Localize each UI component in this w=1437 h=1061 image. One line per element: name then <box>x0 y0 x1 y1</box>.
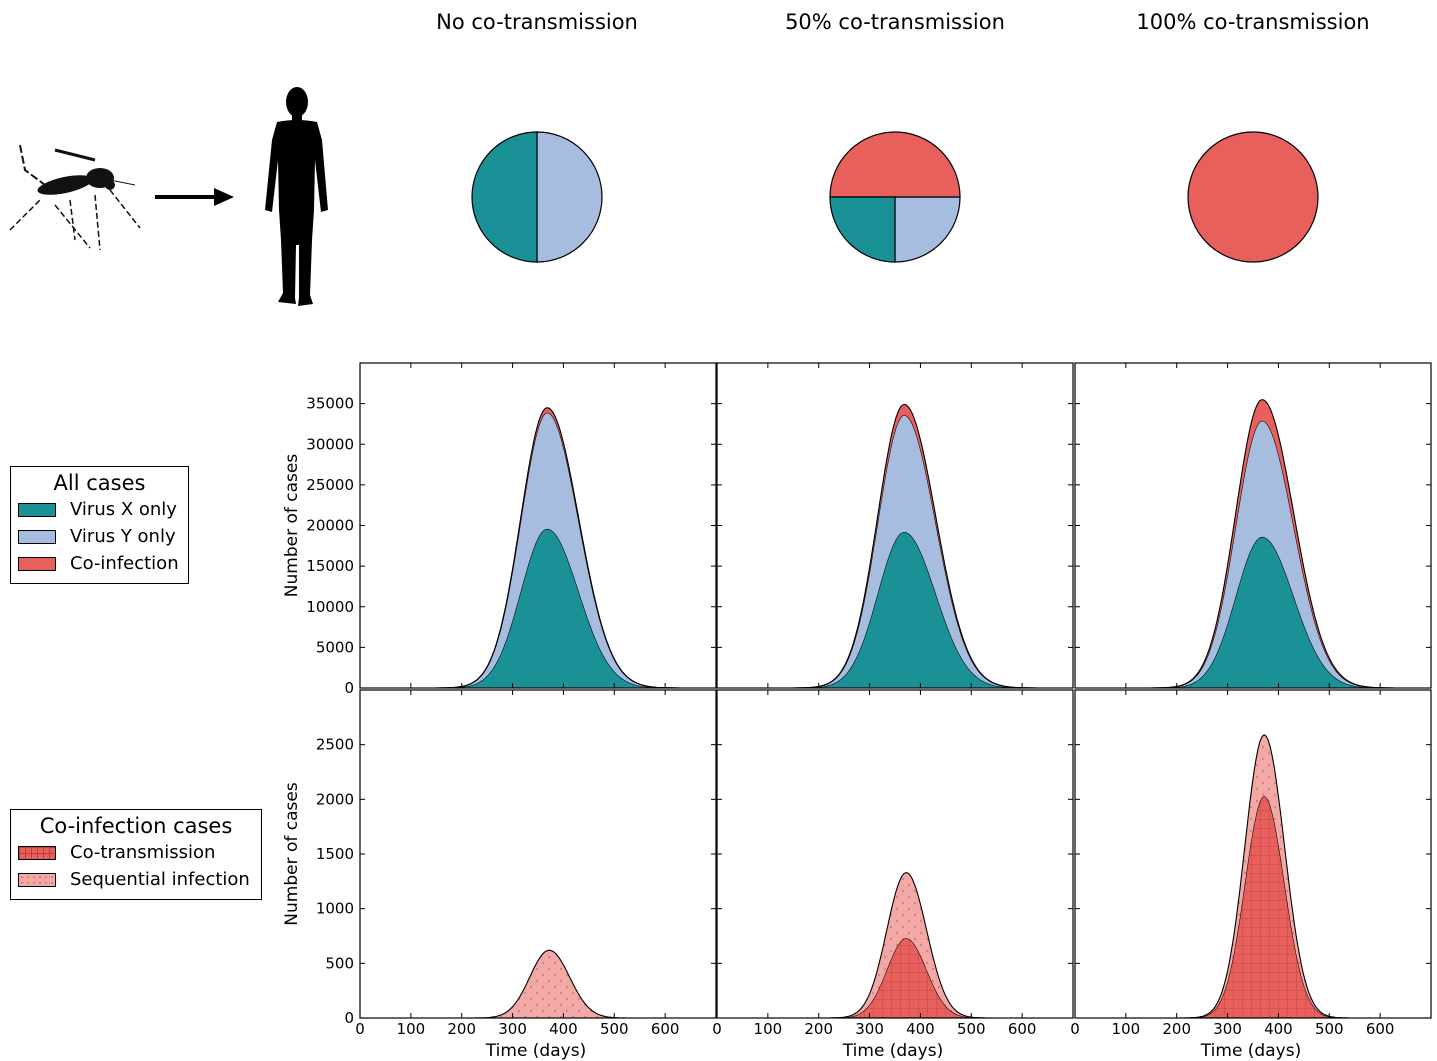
x-tick-label: 400 <box>549 1020 578 1038</box>
y-tick-label: 0 <box>344 679 354 697</box>
pies <box>471 131 1319 263</box>
column-title: No co-transmission <box>436 10 638 34</box>
y-tick-label: 0 <box>344 1009 354 1027</box>
legend-title: Co-infection cases <box>39 814 233 838</box>
x-tick-label: 400 <box>1264 1020 1293 1038</box>
area-layer <box>1075 420 1401 688</box>
chart-panel: 0 100 200 300 400 500 600 Time (days) <box>712 689 1074 1061</box>
pie-slice <box>1187 131 1319 263</box>
area-layer <box>717 415 1043 688</box>
legend-item-virus-x: Virus X only <box>11 496 188 523</box>
legend-all-cases: All cases Virus X only Virus Y only Co-i… <box>10 466 189 584</box>
area-layer <box>360 950 686 1018</box>
x-tick-label: 600 <box>1366 1020 1395 1038</box>
x-axis-label: Time (days) <box>1200 1041 1301 1061</box>
chart-panel: 0 5000 10000 15000 20000 25000 30000 35000 Numbe… <box>282 362 717 697</box>
y-tick-label: 15000 <box>306 557 354 575</box>
chart-panel: 0 500 1000 1500 2000 2500 0 100 200 300 400 500 600 T… <box>282 689 717 1061</box>
legend-swatch <box>18 845 56 860</box>
x-axis-label: Time (days) <box>842 1041 943 1061</box>
y-tick-label: 20000 <box>306 517 354 535</box>
legend-title: All cases <box>53 471 146 495</box>
x-tick-label: 300 <box>498 1020 527 1038</box>
x-tick-label: 500 <box>957 1020 986 1038</box>
x-axis-label: Time (days) <box>485 1041 586 1061</box>
area-layer <box>1075 796 1401 1018</box>
area-layer <box>360 412 686 688</box>
y-axis-label: Number of cases <box>282 782 302 926</box>
arrow-right-icon <box>155 188 234 206</box>
pie-slice <box>536 131 603 263</box>
y-tick-label: 2000 <box>316 790 354 808</box>
panels: 05000100001500020000250003000035000Numbe… <box>282 362 1432 1061</box>
pie-slice <box>829 196 896 263</box>
y-tick-label: 35000 <box>306 395 354 413</box>
x-tick-label: 100 <box>1112 1020 1141 1038</box>
column-title: 100% co-transmission <box>1136 10 1369 34</box>
legend-label: Co-transmission <box>70 842 216 863</box>
column-title: 50% co-transmission <box>785 10 1005 34</box>
legend-item-cotransmission: Co-transmission <box>11 839 261 866</box>
x-tick-label: 200 <box>1162 1020 1191 1038</box>
chart-panel <box>1074 362 1432 689</box>
chart-panel <box>716 362 1074 689</box>
area-layer <box>360 528 686 688</box>
x-tick-label: 400 <box>906 1020 935 1038</box>
x-tick-label: 200 <box>804 1020 833 1038</box>
legend-swatch <box>18 529 56 544</box>
y-tick-label: 1000 <box>316 900 354 918</box>
legend-swatch <box>18 502 56 517</box>
legend-coinfection-cases: Co-infection cases Co-transmission Seque… <box>10 809 262 900</box>
area-layer <box>1075 536 1401 688</box>
legend-item-virus-y: Virus Y only <box>11 523 188 550</box>
legend-label: Virus Y only <box>70 526 176 547</box>
pie-slice <box>471 131 538 263</box>
x-tick-label: 200 <box>447 1020 476 1038</box>
x-tick-label: 100 <box>397 1020 426 1038</box>
x-tick-label: 0 <box>712 1020 722 1038</box>
legend-item-coinfection: Co-infection <box>11 550 188 577</box>
area-layer <box>717 532 1043 688</box>
x-tick-label: 0 <box>355 1020 365 1038</box>
legend-label: Virus X only <box>70 499 177 520</box>
x-tick-label: 300 <box>1213 1020 1242 1038</box>
y-tick-label: 25000 <box>306 476 354 494</box>
legend-swatch <box>18 556 56 571</box>
human-silhouette-icon <box>265 87 328 306</box>
x-tick-label: 500 <box>1315 1020 1344 1038</box>
legend-label: Co-infection <box>70 553 179 574</box>
legend-item-sequential: Sequential infection <box>11 866 261 893</box>
legend-swatch <box>18 872 56 887</box>
legend-label: Sequential infection <box>70 869 250 890</box>
x-tick-label: 500 <box>600 1020 629 1038</box>
chart-panel: 0 100 200 300 400 500 600 Time (days) <box>1070 689 1432 1061</box>
y-tick-label: 2500 <box>316 736 354 754</box>
x-tick-label: 0 <box>1070 1020 1080 1038</box>
y-tick-label: 500 <box>325 954 354 972</box>
y-axis-label: Number of cases <box>282 454 302 598</box>
y-tick-label: 30000 <box>306 435 354 453</box>
y-tick-label: 10000 <box>306 598 354 616</box>
x-tick-label: 300 <box>855 1020 884 1038</box>
x-tick-label: 600 <box>1008 1020 1037 1038</box>
area-layer <box>717 938 1043 1018</box>
x-tick-label: 600 <box>651 1020 680 1038</box>
pie-slice <box>829 131 961 198</box>
y-tick-label: 5000 <box>316 638 354 656</box>
pie-slice <box>894 196 961 263</box>
x-tick-label: 100 <box>754 1020 783 1038</box>
mosquito-icon <box>9 144 141 251</box>
y-tick-label: 1500 <box>316 845 354 863</box>
